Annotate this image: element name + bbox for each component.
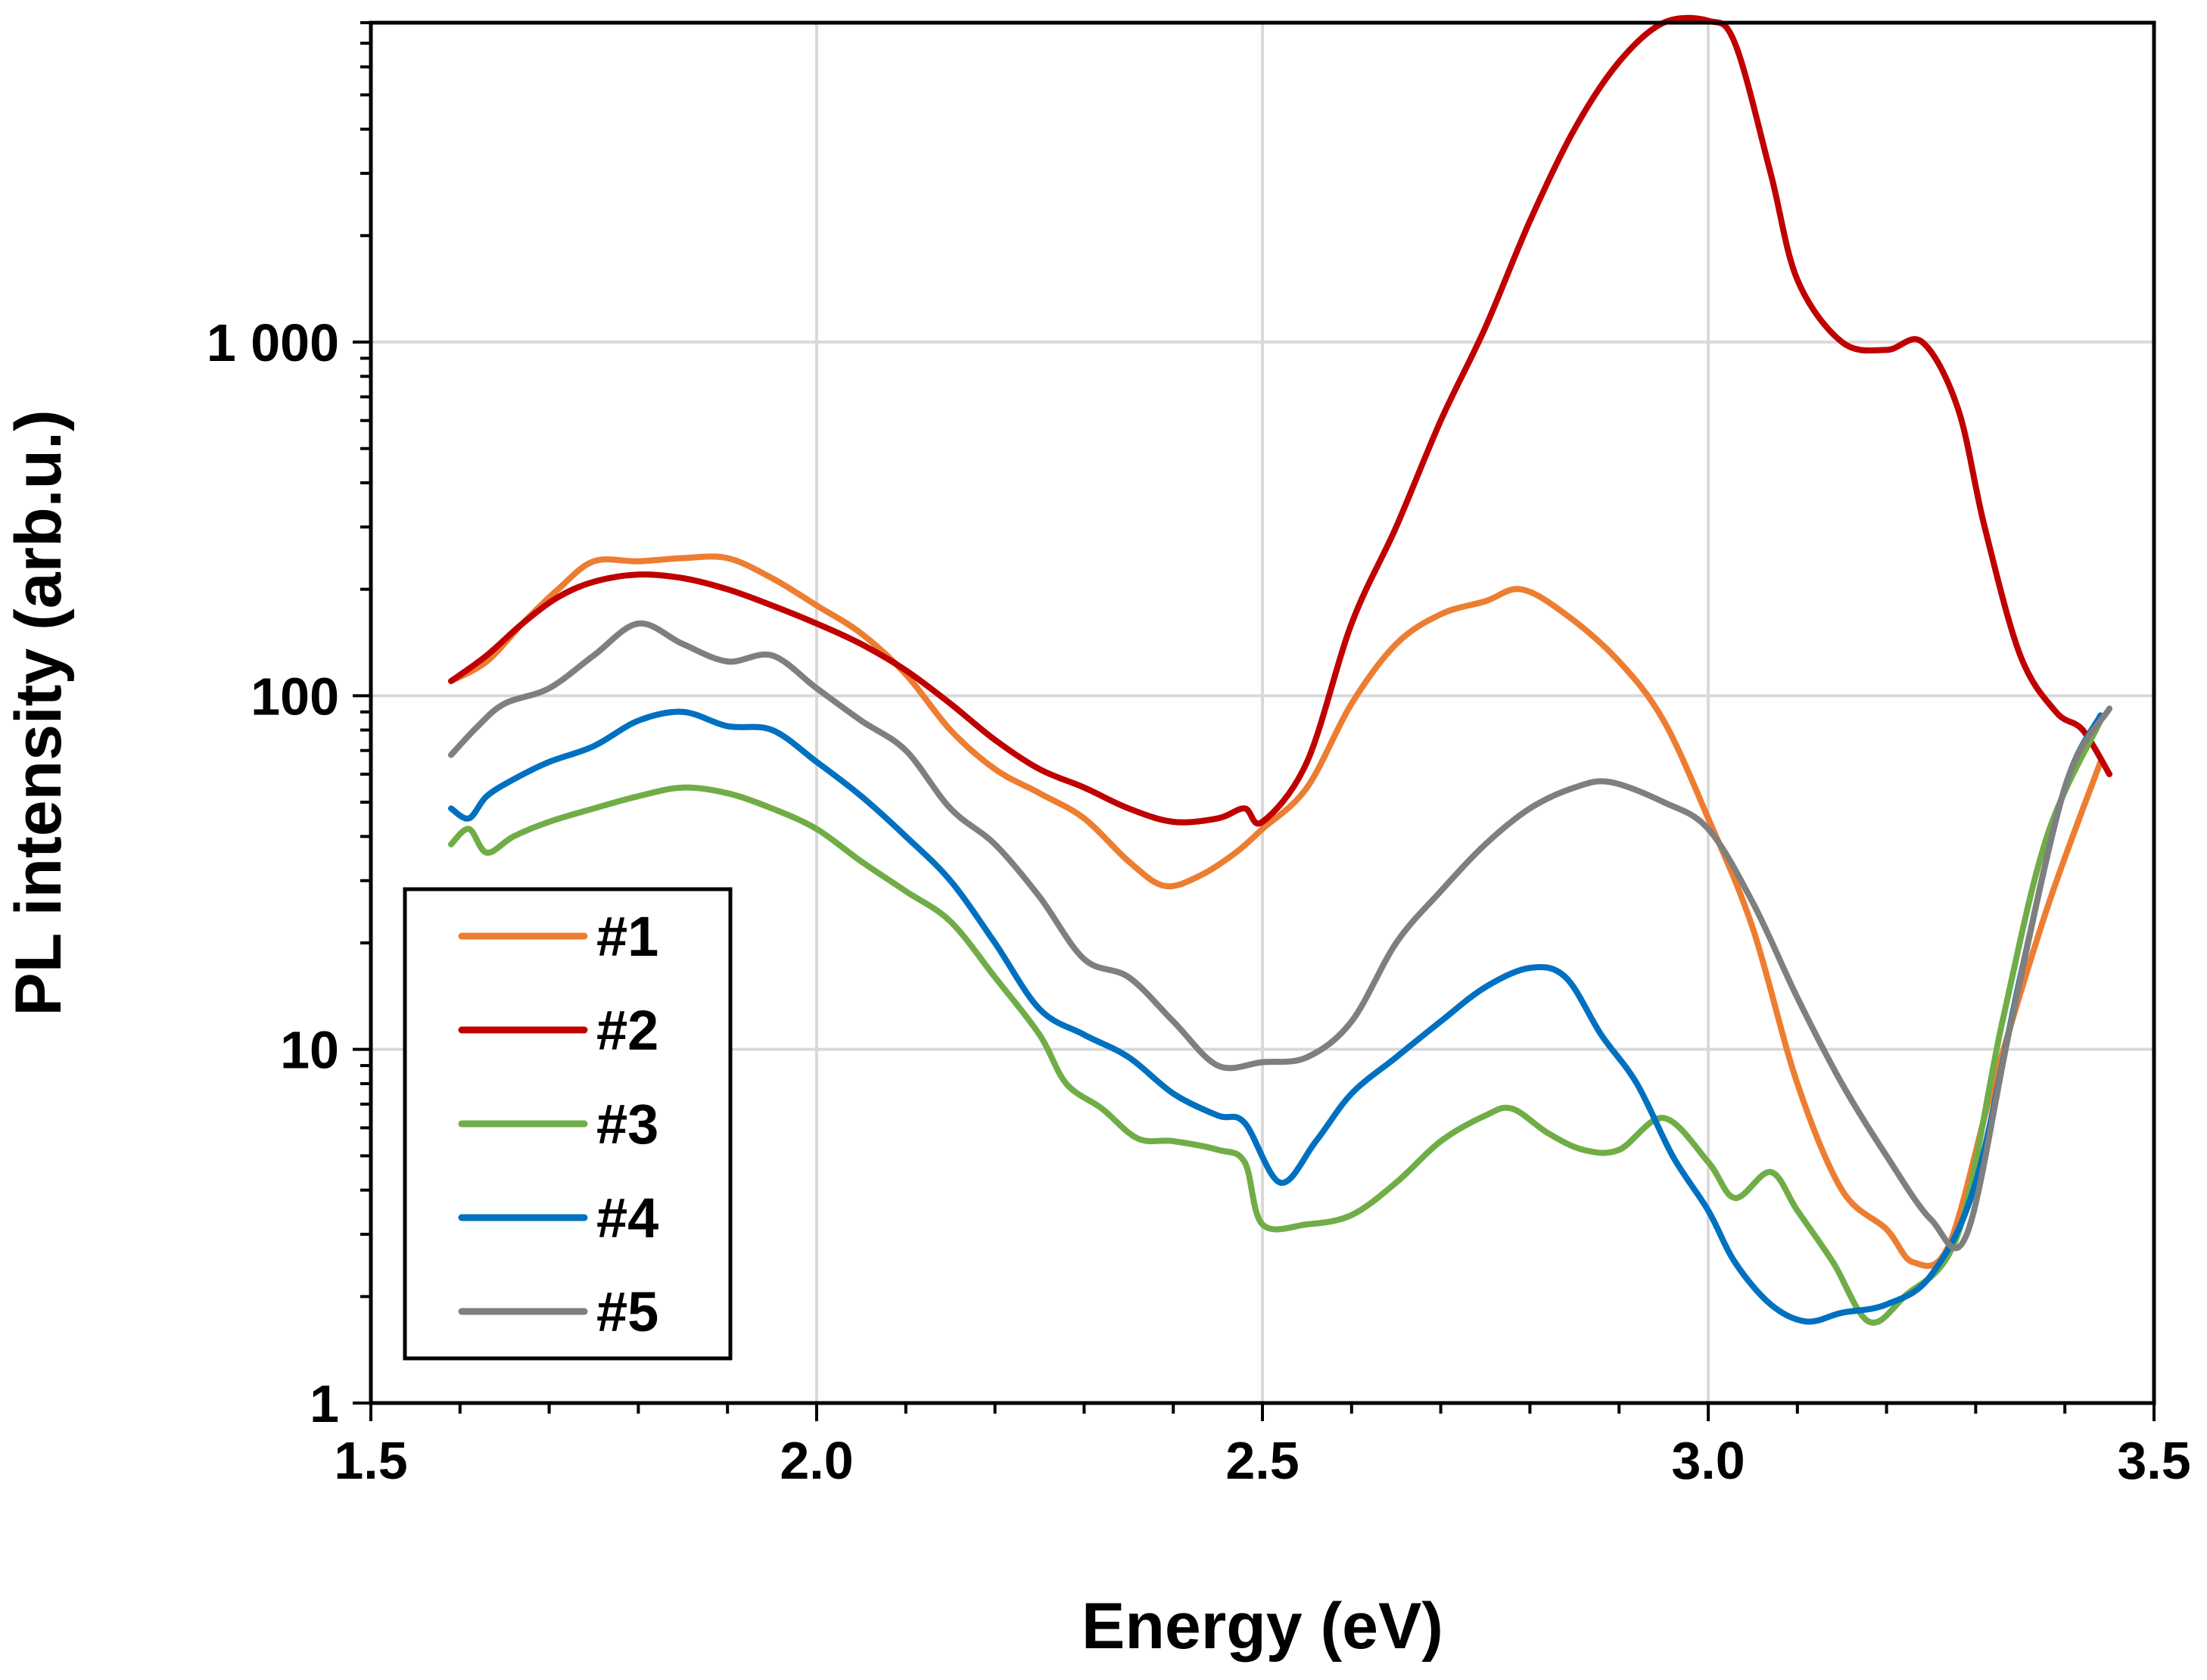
y-tick-label: 1 000 xyxy=(207,313,339,372)
legend-label: #3 xyxy=(596,1093,658,1156)
x-tick-labels: 1.5 2.0 2.5 3.0 3.5 xyxy=(334,1431,2190,1490)
legend-label: #5 xyxy=(596,1280,658,1343)
y-tick-label: 100 xyxy=(251,667,339,726)
x-axis-title: Energy (eV) xyxy=(1082,1590,1443,1663)
series-line-3 xyxy=(448,717,2104,1326)
x-tick-label: 3.0 xyxy=(1671,1431,1745,1490)
y-tick-label: 1 xyxy=(310,1374,339,1433)
axis-ticks xyxy=(353,21,2156,1421)
legend: #1 #2 #3 #4 #5 xyxy=(403,887,733,1361)
x-tick-label: 2.0 xyxy=(780,1431,853,1490)
legend-label: #4 xyxy=(596,1187,658,1249)
series-line-5 xyxy=(448,620,2113,1252)
y-tick-labels: 1 10 100 1 000 xyxy=(207,313,339,1433)
x-tick-label: 3.5 xyxy=(2117,1431,2190,1490)
legend-label: #2 xyxy=(596,999,658,1062)
y-axis-title: PL intensity (arb.u.) xyxy=(2,409,75,1016)
series-line-1 xyxy=(448,553,2104,1269)
y-tick-label: 10 xyxy=(280,1021,339,1080)
x-tick-label: 1.5 xyxy=(334,1431,407,1490)
series-line-4 xyxy=(448,708,2104,1325)
series-line-2 xyxy=(448,14,2113,827)
x-tick-label: 2.5 xyxy=(1225,1431,1299,1490)
series-lines xyxy=(448,14,2113,1326)
legend-label: #1 xyxy=(596,905,658,968)
